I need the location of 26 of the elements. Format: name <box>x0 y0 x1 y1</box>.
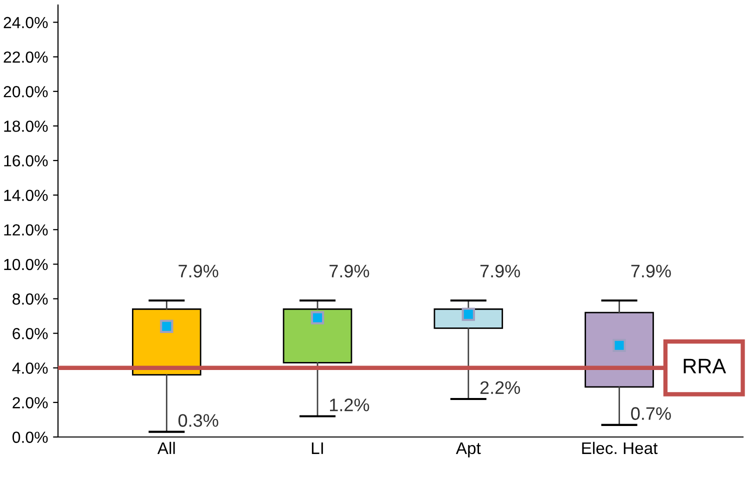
y-tick-label: 8.0% <box>12 293 48 305</box>
y-tick-label: 14.0% <box>4 190 48 202</box>
y-tick-label: 22.0% <box>4 51 48 63</box>
annotation: 7.9% <box>330 264 370 278</box>
y-tick-label: 16.0% <box>4 155 48 166</box>
y-tick-label: 18.0% <box>4 120 48 132</box>
annotation: 1.2% <box>330 398 370 412</box>
y-tick-label: 12.0% <box>4 224 48 236</box>
y-tick-label: 10.0% <box>4 258 48 270</box>
annotation: 7.9% <box>480 264 520 278</box>
annotation: 7.9% <box>178 264 218 278</box>
x-tick-label: Elec. Heat <box>582 442 658 454</box>
y-tick-label: 2.0% <box>12 397 48 408</box>
ref-line-label: RRA <box>684 358 726 374</box>
annotation: 7.9% <box>631 264 671 278</box>
x-tick-label: All <box>157 442 175 454</box>
annotation: 0.7% <box>631 407 671 420</box>
annotation: 2.2% <box>480 381 520 394</box>
annotation: 0.3% <box>178 414 218 427</box>
y-tick-label: 4.0% <box>12 362 48 374</box>
y-tick-label: 0.0% <box>12 432 48 443</box>
y-tick-label: 20.0% <box>4 86 48 98</box>
y-tick-label: 24.0% <box>4 16 48 28</box>
x-tick-label: LI <box>312 442 323 454</box>
y-tick-label: 6.0% <box>12 328 48 340</box>
x-tick-label: Apt <box>456 442 481 458</box>
